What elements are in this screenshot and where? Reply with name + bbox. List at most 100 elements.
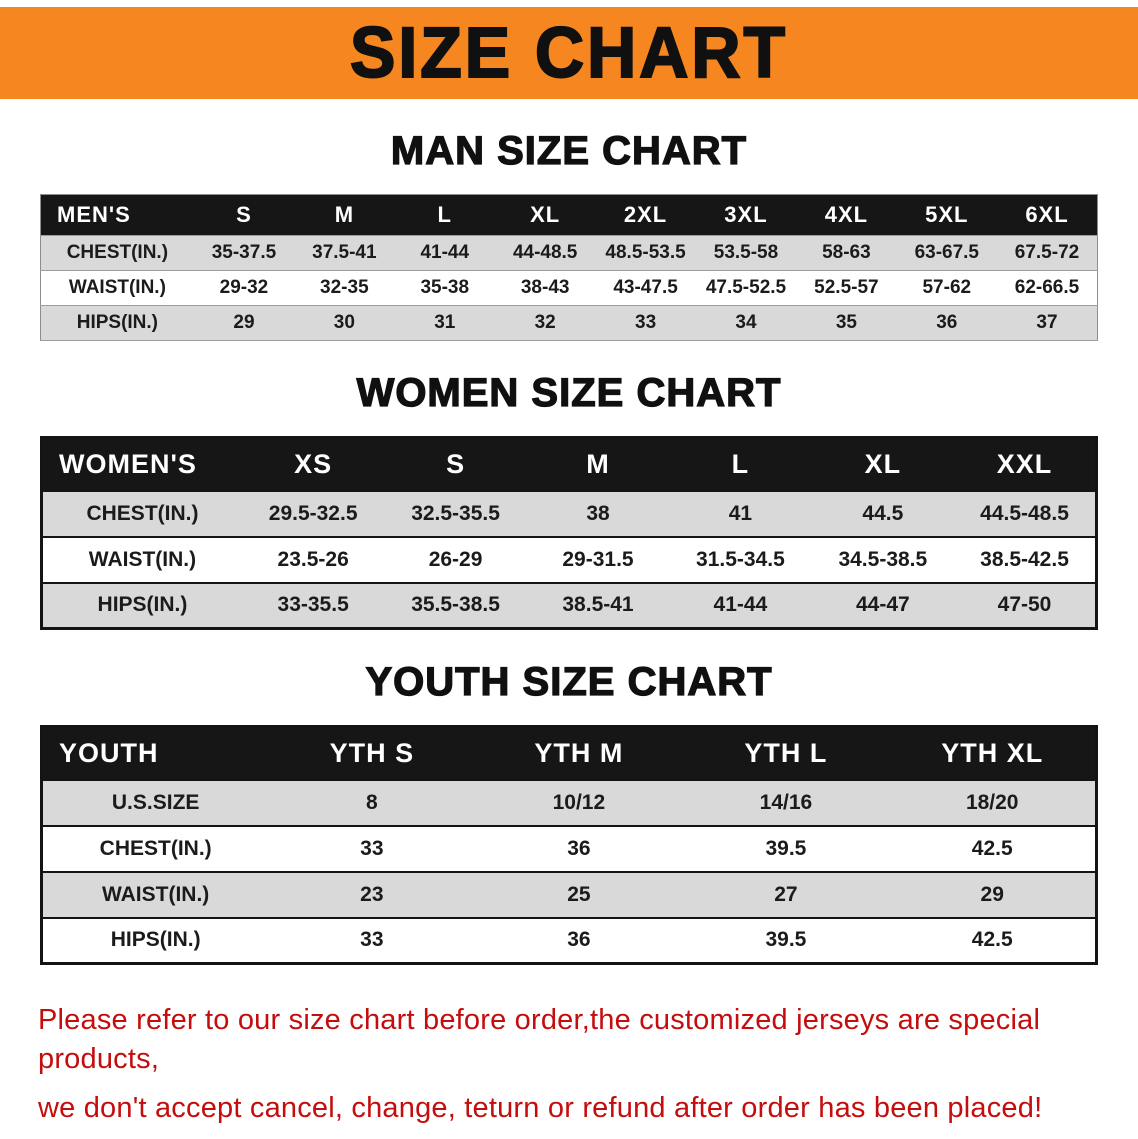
- size-header-cell: 5XL: [896, 194, 997, 236]
- table-row: HIPS(IN.) 33 36 39.5 42.5: [41, 916, 1097, 964]
- table-header-row: MEN'S S M L XL 2XL 3XL 4XL 5XL 6XL: [40, 194, 1098, 236]
- value-cell: 38.5-41: [526, 581, 670, 629]
- value-cell: 44-47: [811, 581, 955, 629]
- row-label-cell: WAIST(IN.): [40, 270, 194, 306]
- womens-size-table: WOMEN'S XS S M L XL XXL CHEST(IN.) 29.5-32.5 32.5…: [40, 436, 1098, 630]
- value-cell: 33: [268, 824, 476, 872]
- table-row: WAIST(IN.) 23 25 27 29: [41, 870, 1097, 918]
- mens-size-table: MEN'S S M L XL 2XL 3XL 4XL 5XL 6XL CHEST(IN.) 35-37…: [40, 194, 1098, 341]
- value-cell: 31: [394, 305, 495, 341]
- value-cell: 34: [695, 305, 797, 341]
- table-row: HIPS(IN.) 29 30 31 32 33 34 35 36 37: [40, 305, 1098, 341]
- size-header-cell: 6XL: [997, 194, 1098, 236]
- table-title-cell: YOUTH: [41, 726, 269, 780]
- value-cell: 58-63: [796, 235, 897, 271]
- value-cell: 32-35: [294, 270, 395, 306]
- value-cell: 41-44: [669, 581, 812, 629]
- value-cell: 36: [475, 824, 683, 872]
- value-cell: 42.5: [889, 824, 1097, 872]
- value-cell: 23.5-26: [241, 535, 385, 583]
- mens-table-container: MEN'S S M L XL 2XL 3XL 4XL 5XL 6XL CHEST(IN.) 35-37…: [0, 194, 1138, 341]
- table-title-cell: MEN'S: [40, 194, 194, 236]
- value-cell: 62-66.5: [997, 270, 1098, 306]
- value-cell: 36: [896, 305, 997, 341]
- size-header-cell: YTH L: [682, 726, 890, 780]
- value-cell: 29-31.5: [526, 535, 670, 583]
- table-row: CHEST(IN.) 35-37.5 37.5-41 41-44 44-48.5 48.5…: [40, 235, 1098, 271]
- table-header-row: YOUTH YTH S YTH M YTH L YTH XL: [41, 726, 1097, 780]
- value-cell: 47-50: [954, 581, 1097, 629]
- value-cell: 39.5: [682, 916, 890, 964]
- value-cell: 38-43: [494, 270, 596, 306]
- value-cell: 41: [669, 489, 812, 537]
- value-cell: 32: [494, 305, 596, 341]
- value-cell: 29: [889, 870, 1097, 918]
- size-header-cell: 2XL: [595, 194, 696, 236]
- size-header-cell: YTH XL: [889, 726, 1097, 780]
- value-cell: 35: [796, 305, 897, 341]
- value-cell: 33: [595, 305, 696, 341]
- value-cell: 18/20: [889, 778, 1097, 826]
- row-label-cell: WAIST(IN.): [41, 535, 242, 583]
- value-cell: 39.5: [682, 824, 890, 872]
- table-row: WAIST(IN.) 23.5-26 26-29 29-31.5 31.5-34.5 34…: [41, 535, 1097, 583]
- value-cell: 32.5-35.5: [384, 489, 527, 537]
- man-size-heading: MAN SIZE CHART: [390, 128, 748, 173]
- size-header-cell: XL: [494, 194, 596, 236]
- size-header-cell: M: [294, 194, 395, 236]
- value-cell: 36: [475, 916, 683, 964]
- value-cell: 35-38: [394, 270, 495, 306]
- value-cell: 30: [294, 305, 395, 341]
- value-cell: 33-35.5: [241, 581, 385, 629]
- table-header-row: WOMEN'S XS S M L XL XXL: [41, 437, 1097, 491]
- value-cell: 35-37.5: [193, 235, 295, 271]
- value-cell: 26-29: [384, 535, 527, 583]
- value-cell: 41-44: [394, 235, 495, 271]
- footer-notice: Please refer to our size chart before or…: [38, 1001, 1100, 1128]
- size-header-cell: XL: [811, 437, 955, 491]
- value-cell: 48.5-53.5: [595, 235, 696, 271]
- notice-line-2: we don't accept cancel, change, teturn o…: [38, 1092, 1043, 1125]
- size-header-cell: YTH M: [475, 726, 683, 780]
- value-cell: 38.5-42.5: [954, 535, 1097, 583]
- value-cell: 34.5-38.5: [811, 535, 955, 583]
- row-label-cell: U.S.SIZE: [41, 778, 269, 826]
- youth-size-section: YOUTH SIZE CHART YOUTH YTH S YTH M YTH L YTH…: [0, 659, 1138, 965]
- size-header-cell: S: [384, 437, 527, 491]
- row-label-cell: HIPS(IN.): [40, 305, 194, 341]
- man-size-section: MAN SIZE CHART MEN'S S M L XL 2XL 3XL 4XL 5XL 6XL…: [0, 128, 1138, 341]
- value-cell: 23: [268, 870, 476, 918]
- row-label-cell: HIPS(IN.): [41, 581, 242, 629]
- youth-table-container: YOUTH YTH S YTH M YTH L YTH XL U.S.SIZE 8 10/12…: [0, 725, 1138, 965]
- value-cell: 29-32: [193, 270, 295, 306]
- value-cell: 38: [526, 489, 670, 537]
- table-title-cell: WOMEN'S: [41, 437, 242, 491]
- value-cell: 44.5-48.5: [954, 489, 1097, 537]
- value-cell: 10/12: [475, 778, 683, 826]
- value-cell: 8: [268, 778, 476, 826]
- row-label-cell: CHEST(IN.): [40, 235, 194, 271]
- value-cell: 53.5-58: [695, 235, 797, 271]
- size-header-cell: S: [193, 194, 295, 236]
- value-cell: 27: [682, 870, 890, 918]
- value-cell: 35.5-38.5: [384, 581, 527, 629]
- value-cell: 52.5-57: [796, 270, 897, 306]
- row-label-cell: WAIST(IN.): [41, 870, 269, 918]
- notice-line-1: Please refer to our size chart before or…: [38, 1004, 1041, 1076]
- row-label-cell: HIPS(IN.): [41, 916, 269, 964]
- value-cell: 67.5-72: [997, 235, 1098, 271]
- size-header-cell: XS: [241, 437, 385, 491]
- size-header-cell: XXL: [954, 437, 1097, 491]
- value-cell: 44-48.5: [494, 235, 596, 271]
- table-row: U.S.SIZE 8 10/12 14/16 18/20: [41, 778, 1097, 826]
- size-header-cell: 3XL: [695, 194, 797, 236]
- table-row: HIPS(IN.) 33-35.5 35.5-38.5 38.5-41 41-44 44-…: [41, 581, 1097, 629]
- value-cell: 33: [268, 916, 476, 964]
- value-cell: 25: [475, 870, 683, 918]
- value-cell: 29: [193, 305, 295, 341]
- value-cell: 63-67.5: [896, 235, 997, 271]
- size-header-cell: L: [669, 437, 812, 491]
- row-label-cell: CHEST(IN.): [41, 489, 242, 537]
- size-header-cell: YTH S: [268, 726, 476, 780]
- banner-title: SIZE CHART: [349, 12, 788, 94]
